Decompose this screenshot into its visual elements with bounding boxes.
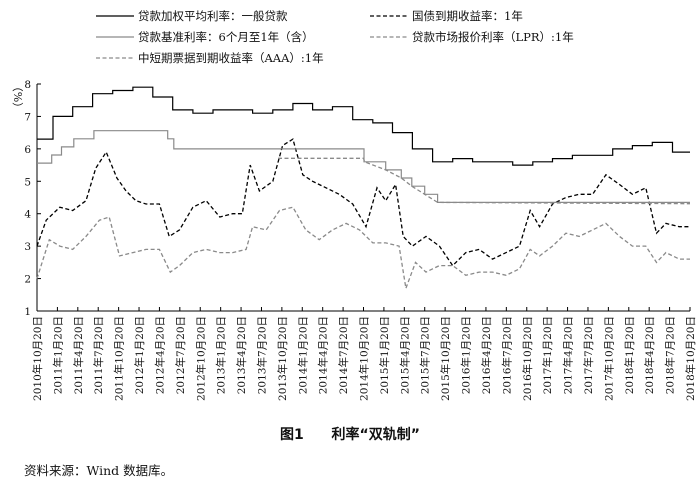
x-tick-label: 2016年1月20日 (460, 316, 473, 394)
series-line-4 (278, 157, 691, 205)
legend-label-4: 贷款市场报价利率（LPR）:1年 (412, 30, 574, 44)
series-line-1 (37, 86, 690, 166)
x-tick-label: 2017年4月20日 (562, 316, 575, 394)
x-tick-label: 2017年7月20日 (582, 316, 595, 394)
axes: 1 2 3 4 5 6 7 8（%） 2010年10月20日 2011年1月20日 2011年4月2… (11, 79, 697, 401)
y-tick-label: 7 (24, 111, 31, 123)
x-tick-label: 2014年10月20日 (358, 316, 371, 401)
x-tick-label: 2017年10月20日 (602, 316, 615, 401)
x-tick-label: 2016年10月20日 (521, 316, 534, 401)
y-tick-label: 1 (24, 306, 31, 318)
x-tick-label: 2012年7月20日 (174, 316, 187, 394)
x-tick-label: 2012年10月20日 (194, 316, 207, 401)
x-tick-label: 2011年10月20日 (113, 316, 126, 401)
figure-caption: 图1 利率“双轨制” (0, 424, 700, 444)
y-tick-label: 4 (24, 209, 31, 221)
series-layer (36, 86, 691, 291)
x-tick-label: 2014年7月20日 (337, 316, 350, 394)
series-line-3 (37, 130, 690, 203)
series-line-2 (36, 138, 690, 267)
x-tick-label: 2015年1月20日 (378, 316, 391, 394)
legend-label-5: 中短期票据到期收益率（AAA）:1年 (138, 51, 324, 65)
y-tick-label: 5 (24, 176, 31, 188)
x-tick-label: 2010年10月20日 (31, 316, 44, 401)
x-tick-label: 2016年7月20日 (500, 316, 513, 394)
x-tick-label: 2012年4月20日 (153, 316, 166, 394)
y-tick-label: 8 (24, 79, 31, 91)
x-tick-label: 2018年4月20日 (643, 316, 656, 394)
y-tick-label: 6 (24, 144, 31, 156)
x-tick-label: 2014年4月20日 (317, 316, 330, 394)
figure-title: 利率“双轨制” (331, 427, 420, 443)
x-tick-label: 2011年1月20日 (51, 316, 64, 394)
x-tick-label: 2013年10月20日 (276, 316, 289, 401)
x-tick-label: 2011年7月20日 (92, 316, 105, 394)
legend-label-1: 贷款加权平均利率：一般贷款 (138, 9, 288, 23)
x-tick-label: 2018年7月20日 (664, 316, 677, 394)
x-tick-label: 2016年4月20日 (480, 316, 493, 394)
x-tick-label: 2015年4月20日 (398, 316, 411, 394)
x-tick-label: 2013年7月20日 (255, 316, 268, 394)
y-tick-label: 2 (24, 274, 31, 286)
y-unit-label: （%） (11, 81, 24, 113)
x-tick-label: 2015年7月20日 (419, 316, 432, 394)
x-tick-label: 2018年1月20日 (623, 316, 636, 394)
source-note: 资料来源：Wind 数据库。 (24, 463, 174, 478)
x-tick-label: 2014年1月20日 (296, 316, 309, 394)
x-tick-label: 2017年1月20日 (541, 316, 554, 394)
y-tick-label: 3 (24, 241, 31, 253)
x-tick-label: 2013年4月20日 (235, 316, 248, 394)
figure-label: 图1 (280, 427, 304, 443)
x-tick-label: 2012年1月20日 (133, 316, 146, 394)
legend-label-2: 国债到期收益率：1年 (412, 9, 523, 23)
legend-label-3: 贷款基准利率：6个月至1年（含） (138, 30, 314, 44)
x-tick-label: 2013年1月20日 (215, 316, 228, 394)
x-tick-label: 2018年10月20日 (684, 316, 697, 401)
x-tick-label: 2015年10月20日 (439, 316, 452, 401)
series-line-5 (36, 206, 690, 291)
x-tick-label: 2011年4月20日 (72, 316, 85, 394)
